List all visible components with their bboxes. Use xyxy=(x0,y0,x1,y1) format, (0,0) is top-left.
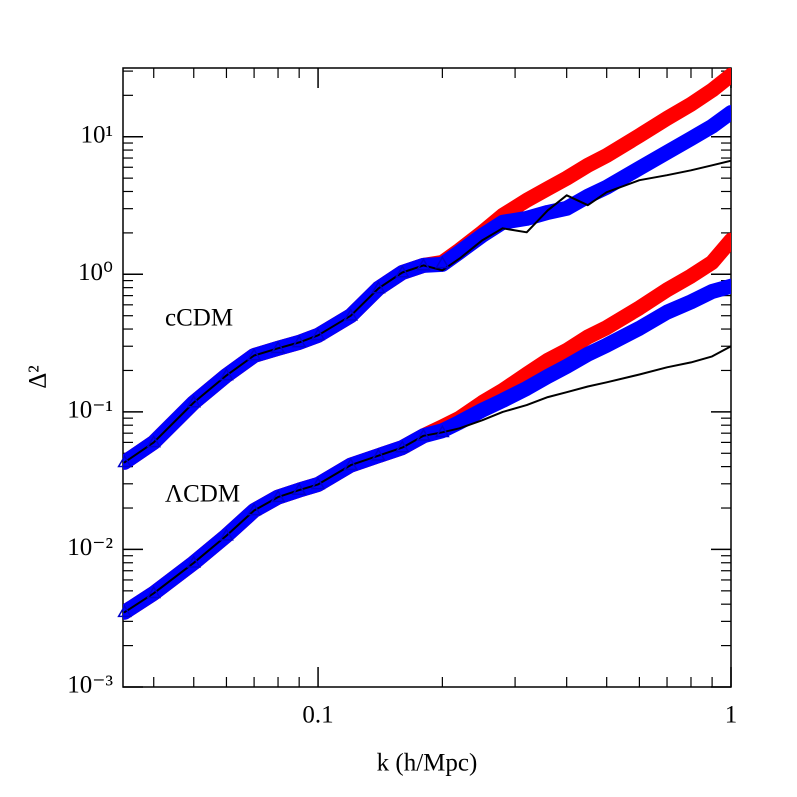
triangle-marker xyxy=(219,367,234,381)
triangle-marker xyxy=(343,457,359,471)
plot-frame xyxy=(122,67,732,688)
triangle-marker xyxy=(416,257,431,271)
triangle-marker xyxy=(343,308,359,321)
y-axis-label: Δ² xyxy=(25,365,52,389)
y-tick-label: 10⁻³ xyxy=(67,672,113,699)
model-line xyxy=(123,159,731,464)
triangle-marker xyxy=(395,440,410,453)
triangle-marker xyxy=(219,528,234,541)
y-tick-label: 10⁰ xyxy=(78,259,113,286)
triangle-marker xyxy=(270,489,286,503)
annotation: cCDM xyxy=(165,305,233,332)
triangle-marker xyxy=(435,424,450,438)
annotation: ΛCDM xyxy=(165,481,240,508)
x-axis-label: k (h/Mpc) xyxy=(377,750,478,777)
triangle-marker xyxy=(395,265,410,278)
model-band xyxy=(123,232,731,620)
triangle-marker xyxy=(246,347,262,361)
x-tick-label: 0.1 xyxy=(302,702,333,729)
triangle-marker xyxy=(117,604,132,618)
triangle-marker xyxy=(291,482,307,496)
triangle-marker xyxy=(310,327,326,341)
triangle-marker xyxy=(146,434,162,448)
model-line xyxy=(123,345,731,614)
triangle-marker xyxy=(186,555,202,568)
triangle-marker xyxy=(310,476,326,490)
triangle-marker xyxy=(371,280,386,294)
triangle-marker xyxy=(371,448,386,461)
triangle-marker xyxy=(186,395,202,408)
y-tick-label: 10⁻¹ xyxy=(67,397,113,424)
triangle-marker xyxy=(435,255,450,269)
triangle-marker xyxy=(416,428,431,441)
y-tick-label: 10⁻² xyxy=(67,534,113,561)
triangle-marker xyxy=(291,334,307,348)
model-band xyxy=(123,278,731,620)
model-band xyxy=(123,105,731,470)
triangle-marker xyxy=(270,340,286,354)
triangle-marker xyxy=(146,585,162,599)
x-tick-label: 1 xyxy=(725,702,738,729)
triangle-marker xyxy=(117,454,132,468)
y-tick-label: 10¹ xyxy=(81,121,114,148)
triangle-marker xyxy=(246,502,262,516)
